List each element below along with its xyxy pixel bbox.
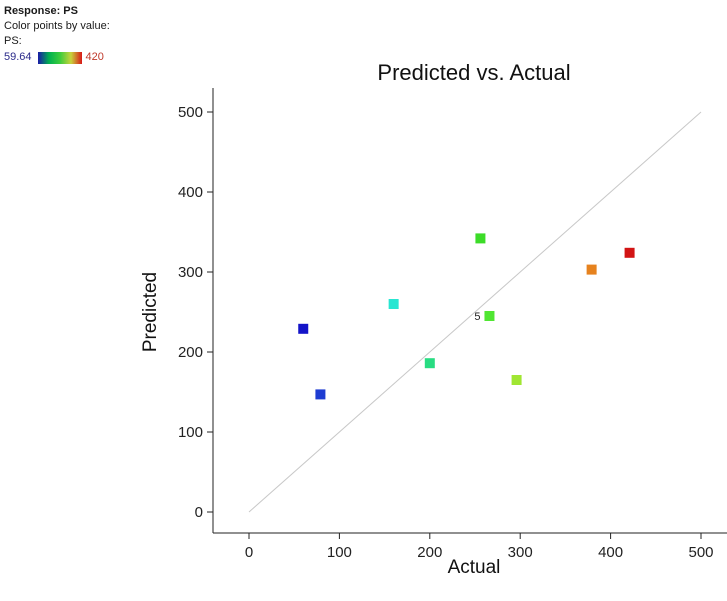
y-tick-label: 100 — [178, 424, 203, 441]
x-tick-label: 500 — [688, 544, 713, 561]
legend-min-value: 59.64 — [4, 51, 32, 63]
y-tick-label: 0 — [195, 504, 203, 521]
x-axis-title: Actual — [448, 557, 501, 578]
legend-gradient-bar — [37, 51, 82, 64]
data-point — [475, 233, 486, 244]
data-point — [315, 389, 326, 400]
data-point — [586, 264, 597, 275]
x-tick-label: 0 — [245, 544, 253, 561]
legend-max-value: 420 — [85, 51, 104, 63]
x-tick-label: 400 — [598, 544, 623, 561]
y-tick-label: 300 — [178, 264, 203, 281]
y-tick-label: 400 — [178, 184, 203, 201]
data-point — [624, 247, 635, 258]
y-axis-title: Predicted — [140, 272, 161, 352]
x-tick-label: 200 — [417, 544, 442, 561]
color-legend: Response: PS Color points by value: PS: … — [4, 4, 110, 65]
plot-area: 0 100 200 300 400 500 0 100 200 300 400 500 5 — [178, 88, 727, 561]
data-point — [424, 358, 435, 369]
y-tick-label: 200 — [178, 344, 203, 361]
x-tick-label: 300 — [508, 544, 533, 561]
reference-line — [248, 111, 702, 513]
chart-title: Predicted vs. Actual — [377, 60, 570, 85]
legend-variable-label: PS: — [4, 35, 22, 47]
point-count-label: 5 — [474, 311, 480, 323]
y-tick-label: 500 — [178, 104, 203, 121]
x-tick-label: 100 — [327, 544, 352, 561]
data-point — [298, 323, 309, 334]
data-point — [484, 311, 495, 321]
data-point — [388, 299, 399, 309]
legend-scale-row: 59.64 420 — [4, 50, 110, 65]
legend-subtitle: Color points by value: — [4, 20, 110, 32]
legend-title: Response: PS — [4, 5, 78, 17]
data-point — [511, 375, 522, 385]
